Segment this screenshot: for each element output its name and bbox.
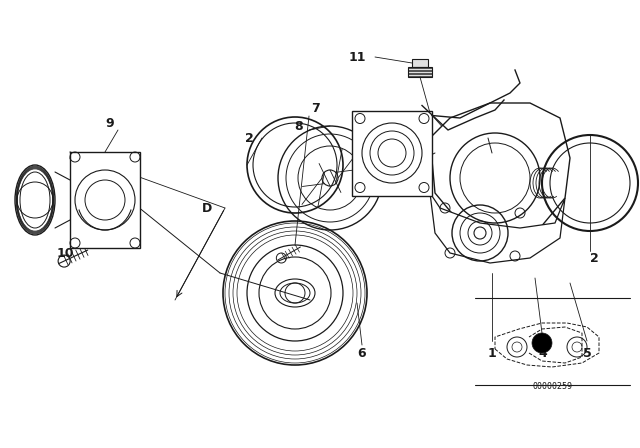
Text: 11: 11 <box>348 51 365 64</box>
Bar <box>352 111 432 195</box>
Polygon shape <box>430 193 565 263</box>
Text: 6: 6 <box>358 346 366 359</box>
Text: D: D <box>202 202 212 215</box>
Text: 3: 3 <box>361 112 369 125</box>
Text: 4: 4 <box>539 346 547 359</box>
Text: 8: 8 <box>294 120 303 133</box>
Bar <box>408 67 432 77</box>
Circle shape <box>532 333 552 353</box>
Text: 2: 2 <box>589 251 598 264</box>
Text: 2: 2 <box>244 132 253 145</box>
Polygon shape <box>430 103 570 238</box>
Text: 10: 10 <box>56 246 74 259</box>
Text: 7: 7 <box>310 102 319 115</box>
Bar <box>412 59 428 67</box>
Text: 00000259: 00000259 <box>532 382 573 391</box>
Bar <box>70 152 140 248</box>
Text: 5: 5 <box>582 346 591 359</box>
Text: 1: 1 <box>488 346 497 359</box>
Text: 9: 9 <box>106 116 115 129</box>
Circle shape <box>75 170 135 230</box>
